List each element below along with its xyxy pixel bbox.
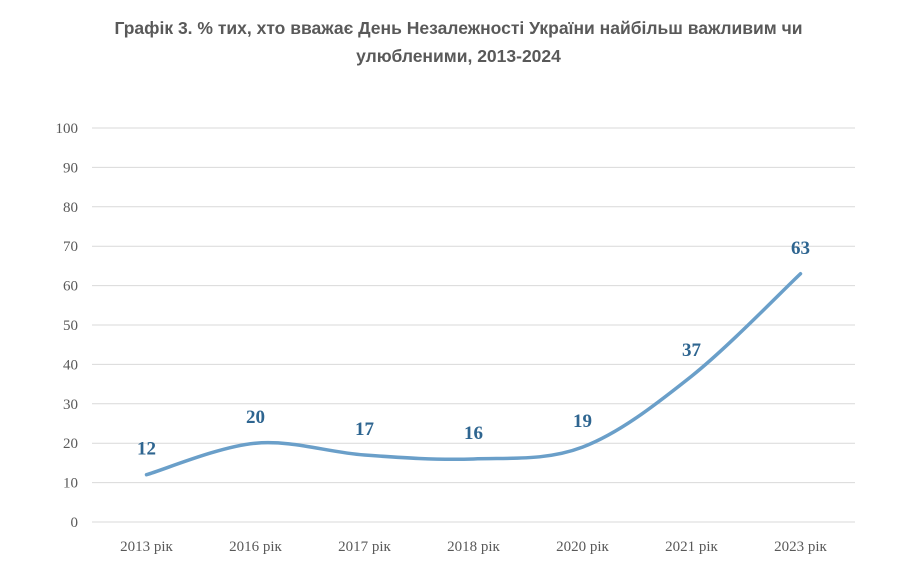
gridlines bbox=[92, 127, 855, 523]
y-tick-label: 10 bbox=[63, 476, 78, 492]
y-tick-label: 90 bbox=[63, 160, 78, 176]
x-tick-label: 2016 рік bbox=[229, 539, 282, 555]
y-tick-label: 0 bbox=[71, 515, 79, 531]
y-tick-label: 70 bbox=[63, 239, 78, 255]
y-tick-label: 100 bbox=[56, 121, 79, 137]
y-tick-label: 30 bbox=[63, 397, 78, 413]
y-tick-label: 50 bbox=[63, 318, 78, 334]
x-axis-ticks: 2013 рік 2016 рік 2017 рік 2018 рік 2020 рік… bbox=[120, 539, 827, 555]
x-tick-label: 2023 рік bbox=[774, 539, 827, 555]
x-tick-label: 2013 рік bbox=[120, 539, 173, 555]
data-label: 63 bbox=[791, 238, 810, 259]
data-label: 12 bbox=[137, 439, 156, 460]
data-labels: 12 20 17 16 19 37 63 bbox=[137, 238, 810, 460]
series-line bbox=[144, 272, 803, 477]
y-tick-label: 20 bbox=[63, 436, 78, 452]
data-label: 19 bbox=[573, 411, 592, 432]
data-label: 17 bbox=[355, 419, 375, 440]
data-label: 37 bbox=[682, 340, 702, 361]
x-tick-label: 2021 рік bbox=[665, 539, 718, 555]
data-label: 16 bbox=[464, 423, 483, 444]
x-tick-label: 2017 рік bbox=[338, 539, 391, 555]
chart-title: Графік 3. % тих, хто вважає День Незалеж… bbox=[0, 14, 917, 70]
chart-title-line-1: Графік 3. % тих, хто вважає День Незалеж… bbox=[114, 18, 803, 38]
y-tick-label: 60 bbox=[63, 279, 78, 295]
series-group bbox=[144, 272, 803, 477]
y-axis-ticks: 0 10 20 30 40 50 60 70 80 90 100 bbox=[56, 121, 79, 531]
x-tick-label: 2018 рік bbox=[447, 539, 500, 555]
x-tick-label: 2020 рік bbox=[556, 539, 609, 555]
y-tick-label: 40 bbox=[63, 357, 78, 373]
data-label: 20 bbox=[246, 407, 265, 428]
chart-title-line-2: улюбленими, 2013-2024 bbox=[356, 46, 561, 66]
y-tick-label: 80 bbox=[63, 200, 78, 216]
